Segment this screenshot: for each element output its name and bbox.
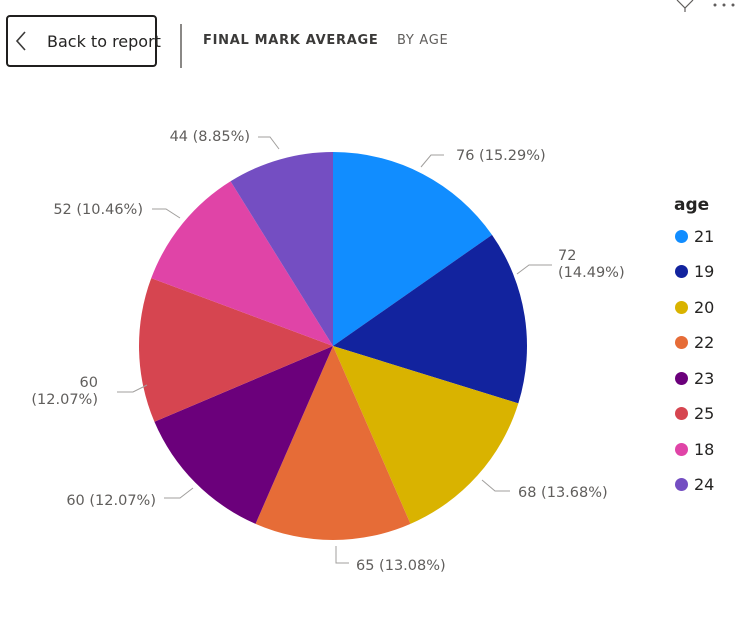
legend-label: 25 <box>694 404 715 423</box>
legend-item-22[interactable]: 22 <box>675 333 714 353</box>
data-label-24: 44 (8.85%) <box>170 129 250 145</box>
back-to-report-button[interactable]: Back to report <box>6 15 161 67</box>
leader-line-19 <box>516 264 552 275</box>
legend-label: 24 <box>694 475 715 494</box>
leader-line-23 <box>164 487 194 499</box>
legend-label: 23 <box>694 368 715 388</box>
legend-item-24[interactable]: 24 <box>675 475 714 495</box>
legend-label: 19 <box>694 262 715 281</box>
legend-item-21[interactable]: 21 <box>675 226 714 246</box>
legend-label: 18 <box>694 439 715 459</box>
pie-slice-21[interactable] <box>333 152 493 346</box>
leader-line-21 <box>420 154 444 168</box>
header-divider <box>180 24 182 68</box>
visual-title: FINAL MARK AVERAGE <box>203 33 379 48</box>
data-label-21: 76 (15.29%) <box>456 148 546 164</box>
back-button-label: Back to report <box>47 32 161 51</box>
legend-label: 20 <box>694 297 715 317</box>
data-label-20: 68 (13.68%) <box>518 485 608 501</box>
legend-marker <box>675 265 688 278</box>
legend-item-19[interactable]: 19 <box>675 262 714 282</box>
legend-marker <box>675 407 688 420</box>
legend-marker <box>675 371 688 385</box>
leader-line-22 <box>335 546 349 564</box>
pie-slice-20[interactable] <box>333 346 519 524</box>
legend-label: 22 <box>694 333 715 352</box>
chevron-left-icon <box>15 31 26 51</box>
legend-marker <box>675 442 688 456</box>
leader-line-25 <box>117 384 148 393</box>
legend-item-18[interactable]: 18 <box>675 439 714 459</box>
legend-marker <box>675 300 688 314</box>
legend-item-20[interactable]: 20 <box>675 297 714 317</box>
filter-icon[interactable] <box>676 0 694 12</box>
pie-slice-18[interactable] <box>151 181 333 346</box>
data-label-25: 60 (12.07%) <box>31 375 98 408</box>
legend-title: age <box>674 195 710 215</box>
leader-line-24 <box>258 136 280 150</box>
data-label-23: 60 (12.07%) <box>66 493 156 509</box>
more-options-icon[interactable] <box>711 0 737 10</box>
pie-slice-19[interactable] <box>333 234 527 404</box>
data-label-22: 65 (13.08%) <box>356 558 446 574</box>
pie-slice-22[interactable] <box>255 346 411 540</box>
legend-marker <box>675 478 688 491</box>
visual-subtitle: BY AGE <box>397 33 449 48</box>
pie-slice-23[interactable] <box>154 346 333 524</box>
data-label-19: 72 (14.49%) <box>558 248 625 281</box>
legend-label: 21 <box>694 226 715 246</box>
legend-item-23[interactable]: 23 <box>675 368 714 388</box>
data-label-18: 52 (10.46%) <box>53 202 143 218</box>
legend-item-25[interactable]: 25 <box>675 404 714 424</box>
leader-line-18 <box>152 208 181 219</box>
pie-slice-24[interactable] <box>230 152 333 346</box>
leader-line-20 <box>481 479 510 492</box>
legend-marker <box>675 336 688 349</box>
legend-marker <box>675 229 688 243</box>
pie-slice-25[interactable] <box>138 278 333 422</box>
